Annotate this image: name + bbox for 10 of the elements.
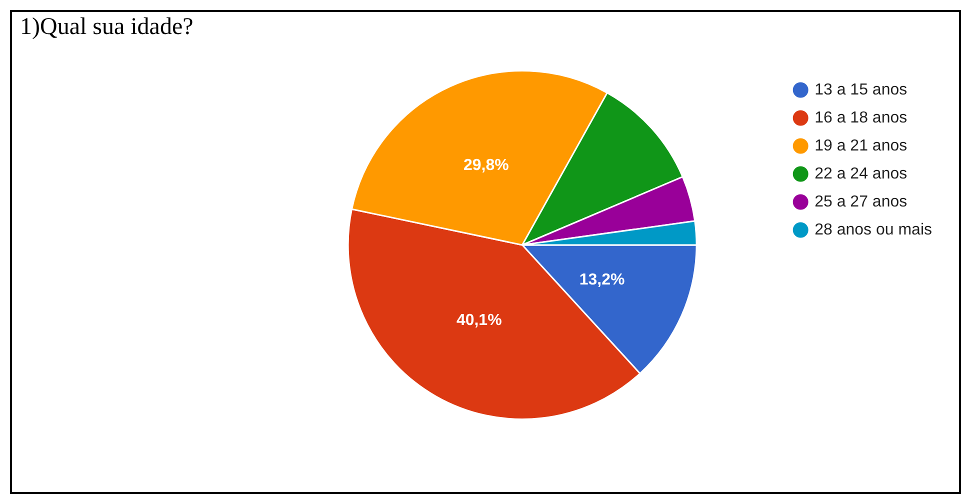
legend-label: 25 a 27 anos	[814, 193, 908, 210]
data-label: 29,8%	[464, 157, 509, 174]
data-label: 40,1%	[456, 312, 502, 330]
data-label: 13,2%	[579, 272, 625, 289]
legend-label: 28 anos ou mais	[814, 221, 932, 238]
legend-label: 22 a 24 anos	[814, 165, 908, 182]
legend-label: 16 a 18 anos	[814, 109, 908, 126]
legend-label: 13 a 15 anos	[814, 81, 908, 98]
legend-label: 19 a 21 anos	[814, 137, 908, 154]
text: 1)Qual sua idade?	[20, 14, 194, 41]
